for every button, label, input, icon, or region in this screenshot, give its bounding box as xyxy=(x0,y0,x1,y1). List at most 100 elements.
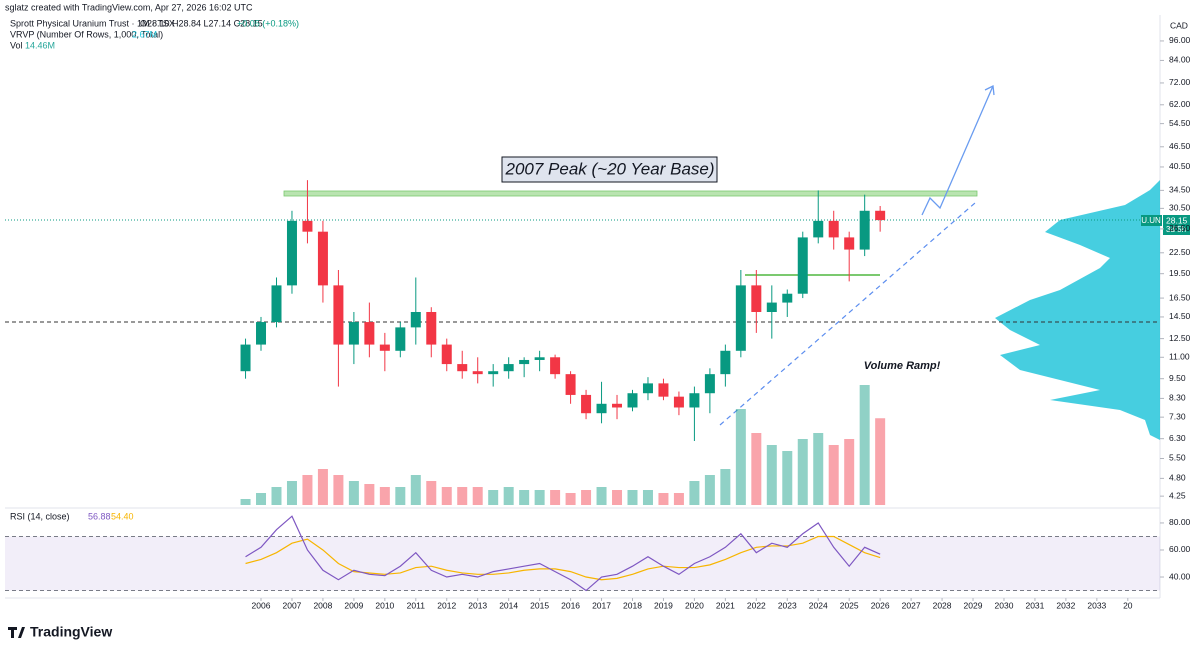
volume-bar xyxy=(735,409,746,505)
candle-body xyxy=(844,237,855,250)
volume-bar xyxy=(751,433,762,505)
candle-body xyxy=(457,364,468,372)
logo: TradingView xyxy=(30,624,112,640)
volume-bar xyxy=(534,490,545,505)
x-tick-label: 2026 xyxy=(871,600,890,610)
x-tick-label: 2007 xyxy=(283,600,302,610)
y-tick-label: 96.00 xyxy=(1169,35,1191,45)
volume-bar xyxy=(302,475,313,505)
y-tick-label: 34.50 xyxy=(1169,185,1191,195)
volume-bar xyxy=(457,487,468,505)
volume-bar xyxy=(689,481,700,505)
volume-bar xyxy=(395,487,406,505)
volume-bar xyxy=(844,439,855,505)
volume-bar xyxy=(720,469,731,505)
y-tick-label: 6.30 xyxy=(1169,433,1186,443)
candle-body xyxy=(364,322,375,345)
annotation: Volume Ramp! xyxy=(864,360,941,372)
logo-icon xyxy=(8,627,25,638)
rsi-value: 56.88 xyxy=(88,511,111,521)
candle-body xyxy=(519,359,530,365)
x-tick-label: 2015 xyxy=(530,600,549,610)
annotation: 2007 Peak (~20 Year Base) xyxy=(504,159,714,178)
rsi-ma-value: 54.40 xyxy=(111,511,134,521)
x-tick-label: 2019 xyxy=(654,600,673,610)
candle-body xyxy=(766,302,777,312)
volume-bar xyxy=(581,490,592,505)
x-tick-label: 2022 xyxy=(747,600,766,610)
candle-body xyxy=(286,220,297,286)
candle-body xyxy=(596,403,607,414)
candle-body xyxy=(534,357,545,360)
x-tick-label: 2030 xyxy=(995,600,1014,610)
candle-body xyxy=(503,364,514,372)
x-tick-label: 2032 xyxy=(1056,600,1075,610)
volume-bar xyxy=(596,487,607,505)
volume-bar xyxy=(364,484,375,505)
volume-bar xyxy=(503,487,514,505)
candle-body xyxy=(642,383,653,394)
x-tick-label: 20 xyxy=(1123,600,1133,610)
volume-bar xyxy=(472,487,483,505)
x-tick-label: 2028 xyxy=(933,600,952,610)
rsi-tick-label: 60.00 xyxy=(1169,544,1191,554)
y-tick-label: 84.00 xyxy=(1169,55,1191,65)
candle-body xyxy=(348,322,359,345)
candle-body xyxy=(735,285,746,351)
candle-body xyxy=(673,396,684,408)
candle-body xyxy=(256,322,267,345)
y-tick-label: 72.00 xyxy=(1169,77,1191,87)
volume-bar xyxy=(488,490,499,505)
y-tick-label: 14.50 xyxy=(1169,311,1191,321)
last-price: 28.15 xyxy=(1166,215,1188,225)
y-tick-label: 40.50 xyxy=(1169,161,1191,171)
rsi-band xyxy=(5,536,1160,591)
candle-body xyxy=(472,371,483,375)
volume-bar xyxy=(642,490,653,505)
candle-body xyxy=(240,344,251,372)
candle-body xyxy=(488,371,499,375)
candle-body xyxy=(550,357,561,375)
candle-body xyxy=(581,394,592,414)
candle-body xyxy=(627,393,638,408)
trend-line xyxy=(719,202,976,426)
y-tick-label: 4.25 xyxy=(1169,490,1186,500)
y-tick-label: 5.50 xyxy=(1169,453,1186,463)
candle-body xyxy=(782,293,793,303)
y-tick-label: 7.30 xyxy=(1169,411,1186,421)
arrow-head xyxy=(984,85,995,96)
x-tick-label: 2012 xyxy=(437,600,456,610)
volume-bar xyxy=(426,481,437,505)
y-tick-label: 16.50 xyxy=(1169,292,1191,302)
y-tick-label: 30.50 xyxy=(1169,203,1191,213)
x-tick-label: 2023 xyxy=(778,600,797,610)
x-tick-label: 2018 xyxy=(623,600,642,610)
volume-bar xyxy=(658,493,669,505)
candle-body xyxy=(720,350,731,375)
candle-body xyxy=(828,220,839,238)
x-tick-label: 2013 xyxy=(468,600,487,610)
volume-bar xyxy=(565,493,576,505)
volume-bar xyxy=(410,475,421,505)
candle-body xyxy=(658,383,669,397)
candle-body xyxy=(689,393,700,408)
candle-body xyxy=(317,231,328,286)
y-tick-label: 62.00 xyxy=(1169,99,1191,109)
candle-body xyxy=(859,210,870,250)
volume-bar xyxy=(875,418,886,505)
price-badge xyxy=(1163,215,1190,235)
candle-body xyxy=(395,327,406,351)
x-tick-label: 2027 xyxy=(902,600,921,610)
candle-body xyxy=(426,311,437,345)
candle-body xyxy=(271,285,282,323)
volume-bar xyxy=(519,490,530,505)
symbol: Sprott Physical Uranium Trust · 1M · TSX xyxy=(10,18,175,28)
x-tick-label: 2025 xyxy=(840,600,859,610)
vol-value: 14.46M xyxy=(25,40,55,50)
volume-bar xyxy=(379,487,390,505)
candle-body xyxy=(410,311,421,328)
volume-bar xyxy=(627,490,638,505)
rsi-tick-label: 80.00 xyxy=(1169,517,1191,527)
